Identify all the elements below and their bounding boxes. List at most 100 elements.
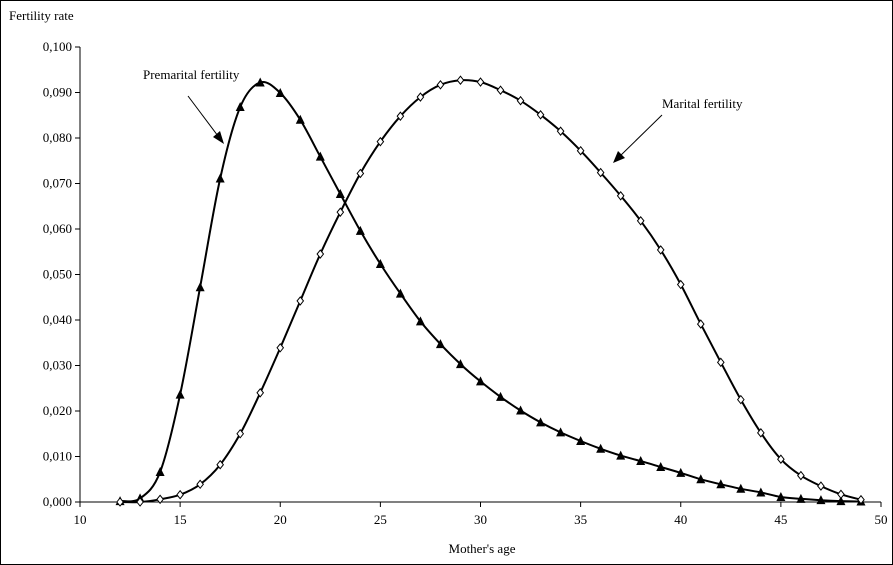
premarital-point bbox=[175, 389, 185, 399]
premarital-point bbox=[836, 496, 846, 506]
premarital-point bbox=[415, 316, 425, 326]
marital-point bbox=[196, 479, 204, 490]
x-tick-label: 10 bbox=[74, 512, 87, 527]
premarital-point bbox=[275, 87, 285, 97]
annotation-arrow-premarital bbox=[187, 95, 224, 144]
marital-point bbox=[256, 387, 265, 398]
marital-point bbox=[476, 77, 485, 87]
marital-point bbox=[296, 296, 305, 306]
premarital-point bbox=[195, 282, 205, 292]
x-axis-label: Mother's age bbox=[449, 541, 516, 556]
marital-point bbox=[276, 342, 285, 353]
marital-point bbox=[817, 481, 825, 491]
premarital-point bbox=[355, 225, 365, 235]
premarital-point bbox=[295, 114, 305, 124]
marital-point bbox=[356, 168, 365, 179]
annotation-premarital: Premarital fertility bbox=[143, 67, 240, 82]
marital-point bbox=[616, 190, 625, 201]
y-tick-label: 0,020 bbox=[43, 403, 72, 418]
premarital-point bbox=[576, 436, 586, 446]
marital-point bbox=[236, 428, 245, 439]
marital-point bbox=[696, 319, 705, 329]
x-tick-label: 50 bbox=[875, 512, 888, 527]
premarital-point bbox=[215, 173, 225, 183]
y-tick-label: 0,100 bbox=[43, 39, 72, 54]
series-markers bbox=[115, 75, 866, 507]
premarital-point bbox=[796, 493, 806, 503]
premarital-point bbox=[255, 77, 265, 87]
premarital-point bbox=[596, 443, 606, 453]
marital-point bbox=[316, 249, 325, 259]
series-lines bbox=[119, 79, 862, 504]
marital-point bbox=[576, 145, 585, 156]
premarital-point bbox=[676, 467, 686, 477]
marital-point bbox=[336, 207, 345, 217]
marital-point bbox=[716, 357, 725, 368]
series-line-marital bbox=[120, 79, 862, 504]
y-tick-label: 0,050 bbox=[43, 267, 72, 282]
y-tick-label: 0,090 bbox=[43, 85, 72, 100]
annotation-marital: Marital fertility bbox=[662, 96, 743, 111]
marital-point bbox=[636, 216, 645, 226]
marital-point bbox=[436, 79, 445, 90]
premarital-point bbox=[155, 466, 165, 476]
x-tick-label: 40 bbox=[674, 512, 687, 527]
premarital-point bbox=[736, 483, 746, 493]
premarital-point bbox=[616, 450, 626, 460]
marital-point bbox=[757, 428, 765, 438]
y-axis-label: Fertility rate bbox=[9, 8, 74, 23]
x-tick-label: 45 bbox=[774, 512, 787, 527]
premarital-point bbox=[756, 487, 766, 497]
y-tick-label: 0,070 bbox=[43, 176, 72, 191]
premarital-point bbox=[816, 495, 826, 505]
marital-point bbox=[656, 245, 665, 255]
premarital-point bbox=[315, 151, 325, 161]
premarital-point bbox=[636, 456, 646, 466]
marital-point bbox=[596, 167, 605, 178]
marital-point bbox=[136, 497, 144, 507]
marital-point bbox=[797, 470, 805, 481]
marital-point bbox=[416, 92, 425, 102]
premarital-point bbox=[235, 102, 245, 112]
premarital-point bbox=[556, 427, 566, 437]
marital-point bbox=[736, 394, 745, 405]
x-tick-label: 35 bbox=[574, 512, 587, 527]
annotation-arrow-marital bbox=[613, 114, 663, 163]
premarital-point bbox=[716, 479, 726, 489]
series-line-premarital bbox=[119, 81, 862, 503]
premarital-point bbox=[516, 405, 526, 415]
y-tick-label: 0,030 bbox=[43, 358, 72, 373]
y-tick-label: 0,040 bbox=[43, 312, 72, 327]
marital-point bbox=[777, 454, 785, 465]
marital-point bbox=[516, 95, 525, 106]
premarital-point bbox=[496, 391, 506, 401]
premarital-point bbox=[696, 474, 706, 484]
marital-point bbox=[857, 494, 865, 505]
premarital-point bbox=[656, 461, 666, 471]
x-tick-label: 30 bbox=[474, 512, 487, 527]
x-tick-label: 15 bbox=[174, 512, 187, 527]
marital-point bbox=[116, 497, 124, 507]
premarital-point bbox=[335, 188, 345, 198]
marital-point bbox=[676, 279, 685, 290]
marital-point bbox=[216, 459, 225, 470]
premarital-point bbox=[435, 339, 445, 349]
marital-point bbox=[156, 494, 164, 505]
premarital-point bbox=[455, 359, 465, 369]
marital-point bbox=[456, 75, 465, 86]
premarital-point bbox=[536, 417, 546, 427]
premarital-point bbox=[476, 376, 485, 386]
premarital-point bbox=[395, 288, 405, 298]
marital-point bbox=[536, 109, 545, 120]
marital-point bbox=[396, 111, 405, 121]
marital-point bbox=[376, 136, 385, 147]
marital-point bbox=[496, 85, 505, 96]
y-tick-label: 0,000 bbox=[43, 494, 72, 509]
y-tick-label: 0,010 bbox=[43, 449, 72, 464]
x-tick-label: 20 bbox=[274, 512, 287, 527]
axes: 0,000 0,010 0,020 0,030 0,040 0,050 0,060 0,070… bbox=[43, 39, 888, 527]
premarital-point bbox=[776, 491, 786, 501]
y-tick-label: 0,080 bbox=[43, 130, 72, 145]
